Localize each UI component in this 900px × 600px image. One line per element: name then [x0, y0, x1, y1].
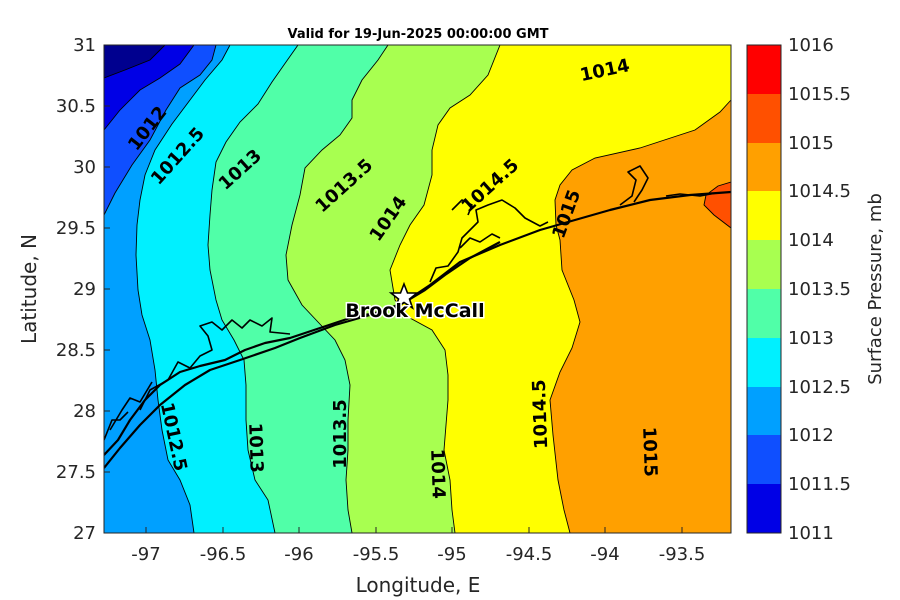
colorbar-swatch — [747, 143, 781, 191]
contour-label: 1015 — [638, 426, 661, 477]
colorbar-swatch — [747, 289, 781, 338]
colorbar-swatch — [747, 45, 781, 94]
region-1011 — [104, 45, 165, 78]
x-tick-label: -97 — [131, 544, 160, 565]
x-axis-label: Longitude, E — [356, 573, 481, 597]
contour-line-1013_5 — [285, 45, 389, 533]
y-tick-label: 31 — [73, 35, 96, 56]
colorbar-tick-label: 1011 — [788, 523, 834, 544]
contour-line-1011_5 — [104, 45, 195, 131]
y-tick-label: 28.5 — [56, 340, 96, 361]
contour-label: 1013 — [244, 422, 267, 473]
x-tick-label: -94 — [590, 544, 619, 565]
coastline — [104, 165, 731, 469]
colorbar-tick-label: 1012 — [788, 425, 834, 446]
colorbar-swatch — [747, 484, 781, 533]
x-tick-label: -94.5 — [506, 544, 553, 565]
star-icon — [388, 281, 420, 310]
y-tick-label: 29.5 — [56, 218, 96, 239]
x-tick-label: -93.5 — [659, 544, 706, 565]
contour-label: 1013.5 — [330, 399, 351, 468]
y-tick-label: 30.5 — [56, 96, 96, 117]
contour-line-1013 — [207, 45, 299, 533]
contour-line-1012 — [104, 45, 217, 216]
y-tick-label: 29 — [73, 279, 96, 300]
colorbar-tick-label: 1016 — [788, 35, 834, 56]
colorbar-label: Surface Pressure, mb — [865, 193, 886, 385]
contour-line-1014 — [389, 45, 501, 533]
y-axis: 27 27.5 28 28.5 29 29.5 30 30.5 31 Latit… — [17, 35, 110, 544]
contour-line-1012_5 — [135, 45, 231, 533]
map-area: 1012 1012.5 1013 1013.5 1014 1014.5 1015… — [104, 45, 731, 533]
colorbar-swatch — [747, 435, 781, 484]
contour-label: 1014.5 — [529, 379, 552, 449]
colorbar-tick-label: 1013.5 — [788, 279, 851, 300]
colorbar-tick-label: 1012.5 — [788, 377, 851, 398]
contour-line-1014_5 — [549, 99, 731, 533]
colorbar-swatch — [747, 191, 781, 240]
map-title: Valid for 19-Jun-2025 00:00:00 GMT — [288, 27, 549, 42]
colorbar-tick-label: 1015.5 — [788, 84, 851, 105]
coastline-bays — [104, 165, 717, 441]
colorbar-swatch — [747, 338, 781, 387]
x-axis: -97 -96.5 -96 -95.5 -95 -94.5 -94 -93.5 … — [131, 527, 705, 597]
contour-line-1011 — [104, 45, 166, 79]
colorbar-tick-label: 1015 — [788, 133, 834, 154]
site-marker: Brook McCall — [344, 281, 486, 324]
colorbar-frame — [746, 44, 782, 534]
site-label: Brook McCall — [345, 300, 484, 322]
y-tick-label: 27.5 — [56, 462, 96, 483]
colorbar: 1011 1011.5 1012 1012.5 1013 1013.5 1014… — [746, 35, 886, 544]
colorbar-swatch — [747, 94, 781, 143]
contour-label: 1014 — [426, 448, 449, 499]
x-tick-label: -95 — [437, 544, 466, 565]
colorbar-tick-label: 1014.5 — [788, 181, 851, 202]
y-tick-label: 27 — [73, 523, 96, 544]
y-tick-label: 30 — [73, 157, 96, 178]
contour-lines — [104, 45, 731, 533]
x-tick-label: -95.5 — [353, 544, 400, 565]
x-tick-label: -96.5 — [200, 544, 247, 565]
y-tick-label: 28 — [73, 401, 96, 422]
colorbar-tick-label: 1014 — [788, 230, 834, 251]
x-tick-label: -96 — [284, 544, 313, 565]
y-axis-label: Latitude, N — [17, 234, 41, 344]
colorbar-swatch — [747, 240, 781, 289]
colorbar-tick-label: 1013 — [788, 328, 834, 349]
colorbar-tick-label: 1011.5 — [788, 474, 851, 495]
colorbar-swatch — [747, 387, 781, 435]
contour-line-1015_5 — [703, 181, 731, 229]
